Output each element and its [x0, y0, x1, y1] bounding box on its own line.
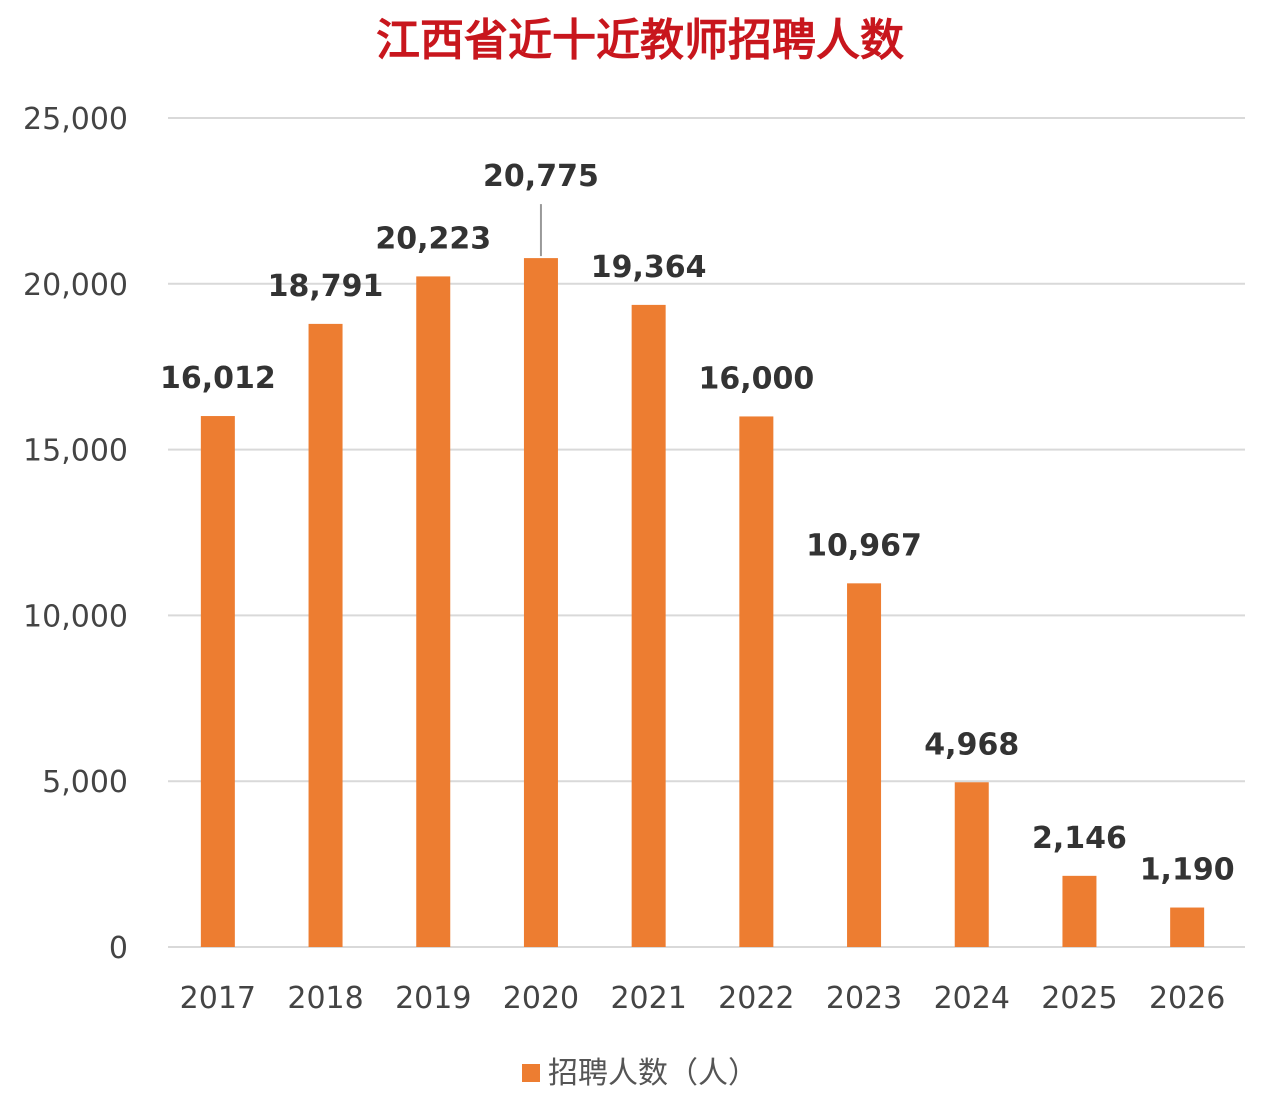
- data-label: 16,012: [160, 361, 276, 396]
- bar-2020: [523, 258, 558, 947]
- legend-swatch: [522, 1064, 540, 1082]
- x-tick-label: 2019: [395, 981, 471, 1016]
- data-label: 20,775: [483, 159, 599, 194]
- bar-2017: [200, 416, 235, 947]
- x-tick-label: 2023: [826, 981, 902, 1016]
- bar-2021: [631, 304, 666, 947]
- data-label: 2,146: [1032, 821, 1127, 856]
- y-tick-label: 5,000: [42, 765, 128, 800]
- x-tick-label: 2020: [503, 981, 579, 1016]
- bar-2025: [1062, 875, 1097, 947]
- bar-2026: [1170, 907, 1205, 947]
- y-tick-label: 10,000: [23, 599, 128, 634]
- data-label: 20,223: [375, 221, 491, 256]
- bar-2023: [847, 583, 882, 947]
- chart-title: 江西省近十近教师招聘人数: [376, 15, 904, 66]
- x-tick-label: 2025: [1041, 981, 1117, 1016]
- y-tick-label: 15,000: [23, 434, 128, 469]
- bar-2022: [739, 416, 774, 947]
- legend-label: 招聘人数（人）: [548, 1056, 758, 1091]
- data-label: 19,364: [591, 250, 707, 285]
- x-tick-label: 2017: [180, 981, 256, 1016]
- y-tick-label: 20,000: [23, 268, 128, 303]
- x-tick-label: 2024: [934, 981, 1010, 1016]
- y-tick-label: 0: [109, 931, 128, 966]
- x-tick-label: 2018: [287, 981, 363, 1016]
- x-tick-label: 2022: [718, 981, 794, 1016]
- data-label: 10,967: [806, 528, 922, 563]
- data-label: 18,791: [268, 269, 384, 304]
- legend: 招聘人数（人）: [522, 1056, 758, 1091]
- bar-2018: [308, 323, 343, 947]
- bar-2019: [416, 276, 451, 947]
- y-tick-label: 25,000: [23, 102, 128, 137]
- x-tick-label: 2021: [610, 981, 686, 1016]
- bar-2024: [954, 782, 989, 947]
- data-label: 4,968: [924, 727, 1019, 762]
- data-label: 16,000: [698, 361, 814, 396]
- data-label: 1,190: [1140, 853, 1235, 888]
- x-tick-label: 2026: [1149, 981, 1225, 1016]
